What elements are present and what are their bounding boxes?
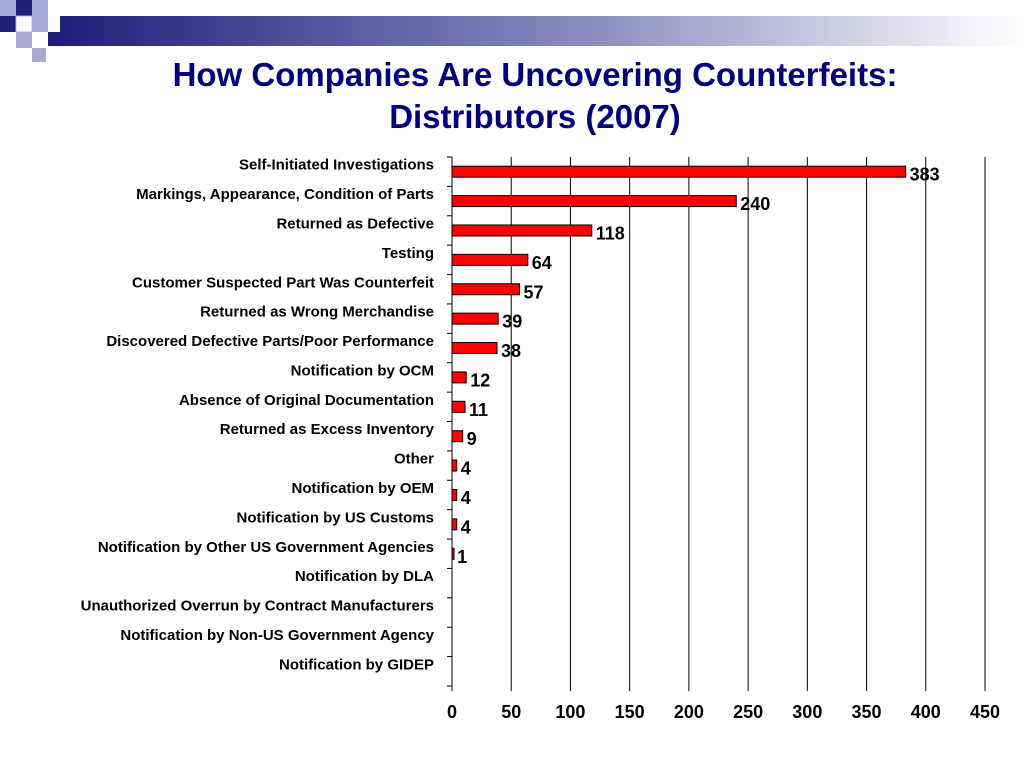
category-label: Markings, Appearance, Condition of Parts (136, 186, 434, 203)
data-label: 1 (457, 547, 467, 567)
category-label: Returned as Excess Inventory (220, 421, 435, 438)
category-label: Notification by GIDEP (279, 656, 434, 673)
x-tick-label: 300 (792, 702, 822, 722)
x-tick-label: 50 (501, 702, 521, 722)
data-label: 4 (461, 488, 471, 508)
x-tick-label: 250 (733, 702, 763, 722)
category-label: Notification by OCM (291, 362, 434, 379)
x-tick-label: 350 (852, 702, 882, 722)
data-label: 4 (461, 459, 471, 479)
bar (451, 430, 464, 443)
data-label: 39 (502, 312, 522, 332)
deco-square (0, 0, 16, 16)
category-label: Testing (382, 245, 434, 262)
x-tick-label: 400 (911, 702, 941, 722)
category-label: Self-Initiated Investigations (239, 157, 434, 174)
title-line-2: Distributors (2007) (389, 98, 681, 135)
x-tick-label: 450 (970, 702, 1000, 722)
category-label: Notification by OEM (292, 480, 435, 497)
bar (451, 224, 593, 237)
data-label: 118 (596, 223, 625, 243)
data-label: 38 (501, 341, 521, 361)
x-tick-label: 200 (674, 702, 704, 722)
data-label: 4 (461, 517, 471, 537)
bar (451, 518, 458, 531)
category-label: Notification by DLA (295, 568, 434, 585)
data-label: 383 (910, 165, 940, 185)
data-label: 12 (470, 370, 490, 390)
data-label: 9 (467, 429, 477, 449)
x-tick-label: 150 (615, 702, 645, 722)
gradient-bar (60, 16, 1024, 46)
bar (451, 312, 499, 325)
slide-title: How Companies Are Uncovering Counterfeit… (40, 54, 1024, 138)
deco-square (32, 0, 48, 16)
deco-square (32, 16, 48, 32)
data-label: 11 (469, 400, 488, 420)
category-label: Notification by US Customs (236, 509, 434, 526)
bar (451, 283, 521, 296)
bar (451, 253, 529, 266)
category-label: Customer Suspected Part Was Counterfeit (132, 274, 434, 291)
deco-square (16, 32, 32, 48)
data-label: 57 (524, 282, 544, 302)
category-label: Discovered Defective Parts/Poor Performa… (106, 333, 434, 350)
category-label: Unauthorized Overrun by Contract Manufac… (81, 598, 434, 615)
category-label: Returned as Defective (276, 215, 434, 232)
deco-square (0, 16, 16, 32)
title-decoration (0, 0, 1024, 62)
bar (451, 165, 907, 178)
bar (451, 488, 458, 501)
category-label: Other (394, 451, 434, 468)
deco-square (48, 32, 62, 46)
bar (451, 371, 467, 384)
x-tick-label: 0 (447, 702, 457, 722)
bar (451, 195, 737, 208)
bar (451, 459, 458, 472)
deco-square (32, 48, 46, 62)
category-label: Notification by Non-US Government Agency (120, 627, 434, 644)
bar (451, 547, 455, 560)
category-label: Returned as Wrong Merchandise (200, 304, 434, 321)
x-tick-label: 100 (555, 702, 585, 722)
data-label: 240 (740, 194, 770, 214)
category-label: Notification by Other US Government Agen… (98, 539, 434, 556)
bar (451, 400, 466, 413)
title-line-1: How Companies Are Uncovering Counterfeit… (172, 56, 898, 93)
deco-square (16, 0, 32, 16)
category-label: Absence of Original Documentation (179, 392, 434, 409)
data-label: 64 (532, 253, 552, 273)
bar (451, 342, 498, 355)
